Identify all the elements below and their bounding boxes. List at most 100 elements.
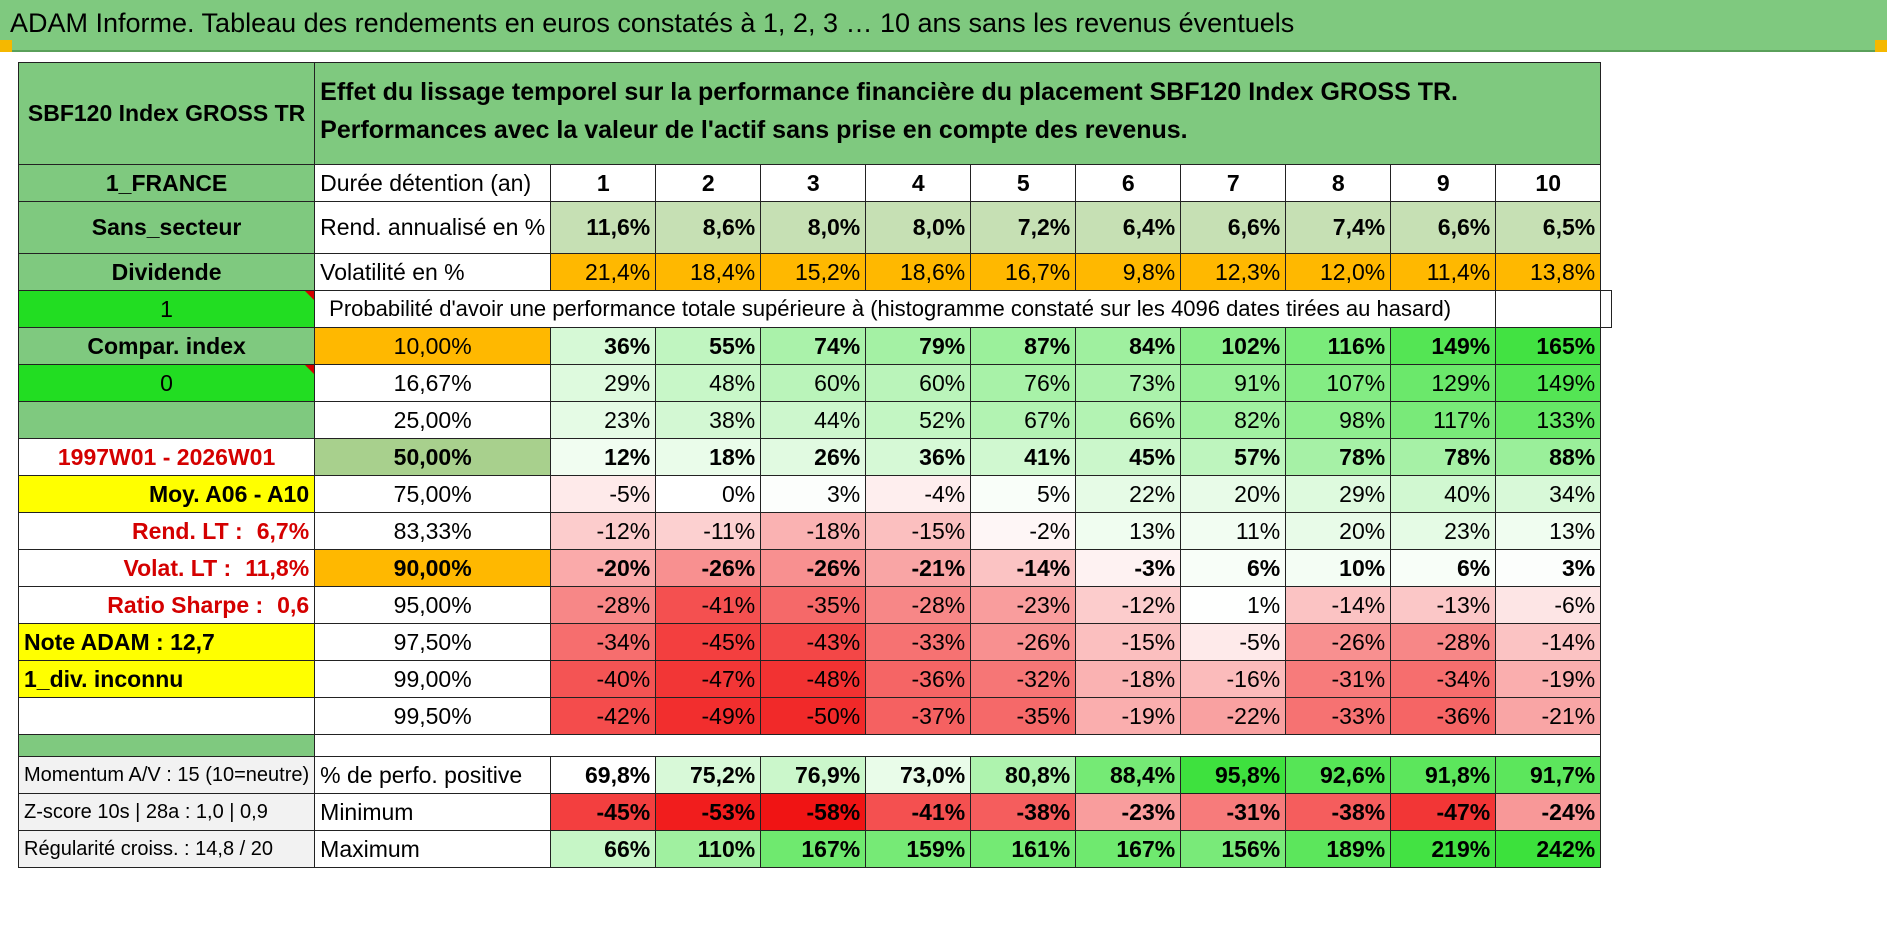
rend-lt-label: Rend. LT : <box>131 517 243 544</box>
bottom-value: -24% <box>1495 793 1602 831</box>
bottom-value: -23% <box>1075 793 1182 831</box>
year-header: 4 <box>865 164 972 202</box>
proba-row: 99,50% -42% -49% -50% -37% -35% -19% -22% -33% -3… <box>17 697 1612 735</box>
proba-row: 0 16,67% 29% 48% 60% 60% 76% 73% 91% 107% 129% 149% <box>17 364 1612 402</box>
year-header: 3 <box>760 164 867 202</box>
proba-value: -22% <box>1180 697 1287 735</box>
proba-value: 107% <box>1285 364 1392 402</box>
proba-value: -14% <box>1285 586 1392 624</box>
bottom-value: 159% <box>865 830 972 868</box>
proba-value: -12% <box>1075 586 1182 624</box>
bottom-value: -45% <box>550 793 657 831</box>
spacer-row <box>17 734 1612 757</box>
bottom-label: Minimum <box>314 793 552 831</box>
proba-value: -49% <box>655 697 762 735</box>
proba-value: -21% <box>1495 697 1602 735</box>
volat-value: 12,0% <box>1285 253 1392 291</box>
proba-value: -41% <box>655 586 762 624</box>
empty-side <box>17 401 316 439</box>
bottom-value: -38% <box>1285 793 1392 831</box>
proba-value: 55% <box>655 327 762 365</box>
proba-level: 83,33% <box>314 512 552 550</box>
proba-value: -33% <box>1285 697 1392 735</box>
proba-value: 5% <box>970 475 1077 513</box>
year-header: 2 <box>655 164 762 202</box>
bottom-value: 167% <box>760 830 867 868</box>
proba-value: -4% <box>865 475 972 513</box>
bottom-value: 91,7% <box>1495 756 1602 794</box>
sharpe-value: 0,6 <box>277 591 310 618</box>
corner-marker-left <box>0 40 12 52</box>
proba-value: 40% <box>1390 475 1497 513</box>
proba-value: -13% <box>1390 586 1497 624</box>
proba-value: -15% <box>1075 623 1182 661</box>
proba-value: 41% <box>970 438 1077 476</box>
div-inconnu: 1_div. inconnu <box>17 660 316 698</box>
sharpe: Ratio Sharpe : 0,6 <box>17 586 316 624</box>
proba-level: 10,00% <box>314 327 552 365</box>
bottom-value: 92,6% <box>1285 756 1392 794</box>
bottom-value: 110% <box>655 830 762 868</box>
proba-value: -36% <box>1390 697 1497 735</box>
proba-value: 133% <box>1495 401 1602 439</box>
proba-value: -33% <box>865 623 972 661</box>
proba-value: -23% <box>970 586 1077 624</box>
bottom-value: 95,8% <box>1180 756 1287 794</box>
compar-value: 0 <box>17 364 316 402</box>
proba-value: 116% <box>1285 327 1392 365</box>
bottom-value: -41% <box>865 793 972 831</box>
proba-value: 67% <box>970 401 1077 439</box>
proba-level: 50,00% <box>314 438 552 476</box>
proba-value: -50% <box>760 697 867 735</box>
year-header: 9 <box>1390 164 1497 202</box>
proba-value: -6% <box>1495 586 1602 624</box>
volat-value: 13,8% <box>1495 253 1602 291</box>
proba-value: 23% <box>1390 512 1497 550</box>
proba-value: -26% <box>760 549 867 587</box>
proba-value: -20% <box>550 549 657 587</box>
volat-lt-value: 11,8% <box>245 554 310 581</box>
bottom-value: -47% <box>1390 793 1497 831</box>
proba-level: 25,00% <box>314 401 552 439</box>
proba-value: -18% <box>760 512 867 550</box>
volat-value: 16,7% <box>970 253 1077 291</box>
proba-value: 73% <box>1075 364 1182 402</box>
proba-value: 26% <box>760 438 867 476</box>
bottom-row: Z-score 10s | 28a : 1,0 | 0,9 Minimum -45%… <box>17 793 1612 831</box>
bottom-side-label: Z-score 10s | 28a : 1,0 | 0,9 <box>17 793 316 831</box>
volat-value: 12,3% <box>1180 253 1287 291</box>
volat-value: 21,4% <box>550 253 657 291</box>
bottom-value: 242% <box>1495 830 1602 868</box>
volat-lt: Volat. LT : 11,8% <box>17 549 316 587</box>
bottom-value: 66% <box>550 830 657 868</box>
bottom-side-label: Régularité croiss. : 14,8 / 20 <box>17 830 316 868</box>
proba-value: 20% <box>1285 512 1392 550</box>
rend-value: 6,6% <box>1180 201 1287 254</box>
volat-value: 15,2% <box>760 253 867 291</box>
proba-value: 74% <box>760 327 867 365</box>
rend-value: 7,4% <box>1285 201 1392 254</box>
rend-value: 8,0% <box>865 201 972 254</box>
proba-value: 13% <box>1495 512 1602 550</box>
proba-value: 0% <box>655 475 762 513</box>
proba-value: 78% <box>1285 438 1392 476</box>
proba-row: 25,00% 23% 38% 44% 52% 67% 66% 82% 98% 117% 133% <box>17 401 1612 439</box>
proba-row: Moy. A06 - A10 75,00% -5% 0% 3% -4% 5% 22% 20% 29… <box>17 475 1612 513</box>
proba-value: 129% <box>1390 364 1497 402</box>
year-header: 7 <box>1180 164 1287 202</box>
bottom-value: 167% <box>1075 830 1182 868</box>
spacer-cell <box>314 734 1602 757</box>
proba-row: Compar. index 10,00% 36% 55% 74% 79% 87% 84% 102… <box>17 327 1612 365</box>
bottom-value: -58% <box>760 793 867 831</box>
sector-label: Sans_secteur <box>17 201 316 254</box>
proba-value: 88% <box>1495 438 1602 476</box>
bottom-value: 161% <box>970 830 1077 868</box>
volat-row: Dividende Volatilité en % 21,4% 18,4% 15,2% 1… <box>17 253 1612 291</box>
proba-value: 102% <box>1180 327 1287 365</box>
proba-value: -14% <box>970 549 1077 587</box>
dividend-label: Dividende <box>17 253 316 291</box>
proba-value: 117% <box>1390 401 1497 439</box>
proba-value: -45% <box>655 623 762 661</box>
proba-level: 90,00% <box>314 549 552 587</box>
volat-value: 9,8% <box>1075 253 1182 291</box>
